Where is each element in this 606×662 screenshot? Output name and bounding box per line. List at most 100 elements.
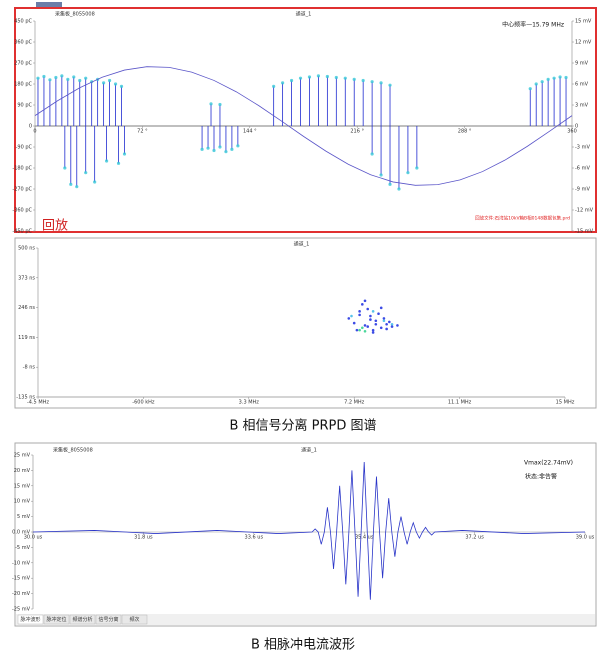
pulse-dot — [546, 77, 550, 81]
y-tick-label: 20 mV — [14, 468, 31, 474]
x-tick-label: 0 — [33, 129, 36, 135]
line-series — [32, 461, 586, 600]
y-tick-label: -270 pC — [12, 187, 32, 193]
pulse-dot — [116, 161, 121, 165]
scatter-point — [390, 322, 394, 326]
y-tick-label: 450 pC — [14, 19, 32, 25]
tab-label[interactable]: 频谱分析 — [72, 616, 92, 623]
tab-label[interactable]: 脉冲波形 — [20, 616, 40, 623]
pulse-dot — [370, 80, 374, 84]
y-tick-label: -450 pC — [12, 229, 32, 235]
x-tick-label: 31.8 us — [134, 535, 153, 541]
pulse-dot — [218, 145, 222, 149]
y-tick-label: 180 pC — [14, 82, 32, 88]
y-tick-label: -360 pC — [12, 208, 32, 214]
tab[interactable] — [95, 614, 122, 625]
pulse-dot — [307, 75, 312, 79]
pulse-dot — [388, 182, 392, 186]
pulse-dot — [36, 76, 40, 80]
pulse-dot — [298, 76, 303, 80]
pulse-dot — [84, 76, 88, 80]
y-tick-label: -5 mV — [15, 545, 30, 551]
x-tick-label: 3.3 MHz — [239, 400, 260, 406]
x-tick-label: -600 kHz — [132, 400, 155, 406]
x-tick-label: 33.6 us — [245, 535, 264, 541]
pulse-dot — [102, 81, 106, 85]
scatter-point — [385, 322, 388, 326]
scatter-point — [374, 319, 378, 323]
pulse-dot — [540, 80, 544, 84]
tab[interactable] — [69, 614, 96, 625]
pulse-dot — [93, 180, 97, 184]
y2-tick-label: 15 mV — [575, 19, 592, 25]
x-tick-label: 15 MHz — [556, 400, 575, 406]
y2-tick-label: 12 mV — [575, 40, 592, 46]
pulse-dot — [113, 82, 118, 86]
y-tick-label: -90 pC — [16, 145, 33, 151]
y-tick-label: 5 mV — [17, 514, 31, 520]
tab-label[interactable]: 频次 — [129, 616, 139, 623]
pulse-dot — [564, 75, 568, 80]
panel-frame — [14, 442, 597, 627]
pulse-dot — [343, 76, 347, 80]
pulse-dot — [209, 102, 213, 106]
scatter-point — [371, 331, 375, 334]
y-tick-label: 25 mV — [14, 453, 31, 459]
mode-label: 回放 — [42, 219, 68, 234]
scatter-point — [388, 320, 391, 324]
pulse-dot — [415, 166, 419, 170]
x-tick-label: 11.1 MHz — [448, 400, 472, 406]
x-tick-label: -4.5 MHz — [27, 400, 49, 406]
scatter-point — [369, 314, 372, 318]
y-tick-label: -10 mV — [12, 560, 31, 566]
scatter-point — [358, 328, 361, 332]
scatter-point — [361, 326, 364, 330]
pulse-dot — [75, 185, 79, 189]
tab-label[interactable]: 脉冲定位 — [46, 616, 66, 623]
pulse-dot — [352, 77, 356, 81]
y-tick-label: -135 ns — [16, 395, 35, 401]
scatter-point — [350, 314, 353, 318]
scatter-point — [347, 317, 351, 320]
y-tick-label: 10 mV — [14, 499, 31, 505]
pulse-dot — [388, 83, 392, 87]
pulse-dot — [528, 87, 532, 91]
y2-tick-label: 3 mV — [575, 103, 589, 109]
y2-tick-label: -12 mV — [575, 208, 594, 214]
x-tick-label: 7.2 MHz — [344, 400, 365, 406]
scatter-point — [396, 324, 399, 327]
y-tick-label: 500 ns — [18, 246, 35, 252]
y-tick-label: 246 ns — [18, 305, 35, 311]
chart-title: 通道_1 — [294, 241, 310, 248]
x-tick-label: 288 ° — [458, 129, 472, 135]
y-tick-label: -15 mV — [12, 576, 31, 582]
scatter-point — [371, 310, 375, 313]
scatter-point — [358, 313, 361, 317]
scatter-point — [371, 328, 375, 332]
scatter-point — [363, 324, 367, 327]
scatter-point — [352, 321, 356, 325]
pulse-dot — [105, 159, 109, 163]
pulse-dot — [54, 75, 58, 80]
tab-label[interactable]: 信号分离 — [98, 616, 118, 623]
tab[interactable] — [17, 614, 44, 625]
y-tick-label: -25 mV — [12, 607, 31, 613]
pulse-dot — [72, 75, 76, 79]
scatter-point — [366, 325, 370, 328]
scatter-point — [379, 326, 383, 330]
board-label: 采集板_8055008 — [53, 447, 93, 454]
y-tick-label: 373 ns — [18, 275, 35, 281]
scatter-point — [377, 312, 380, 316]
scatter-point — [369, 318, 372, 321]
tab[interactable] — [121, 614, 148, 625]
pulse-dot — [122, 152, 127, 156]
scatter-point — [361, 303, 364, 306]
y-tick-label: -180 pC — [12, 166, 32, 172]
tab[interactable] — [43, 614, 70, 625]
pulse-dot — [206, 146, 210, 150]
y-tick-label: -8 ns — [23, 365, 36, 371]
caption: B 相信号分离 PRPD 图谱 — [229, 418, 376, 434]
vmax-label: Vmax(22.74mV) — [524, 460, 573, 467]
pulse-dot — [379, 173, 383, 177]
